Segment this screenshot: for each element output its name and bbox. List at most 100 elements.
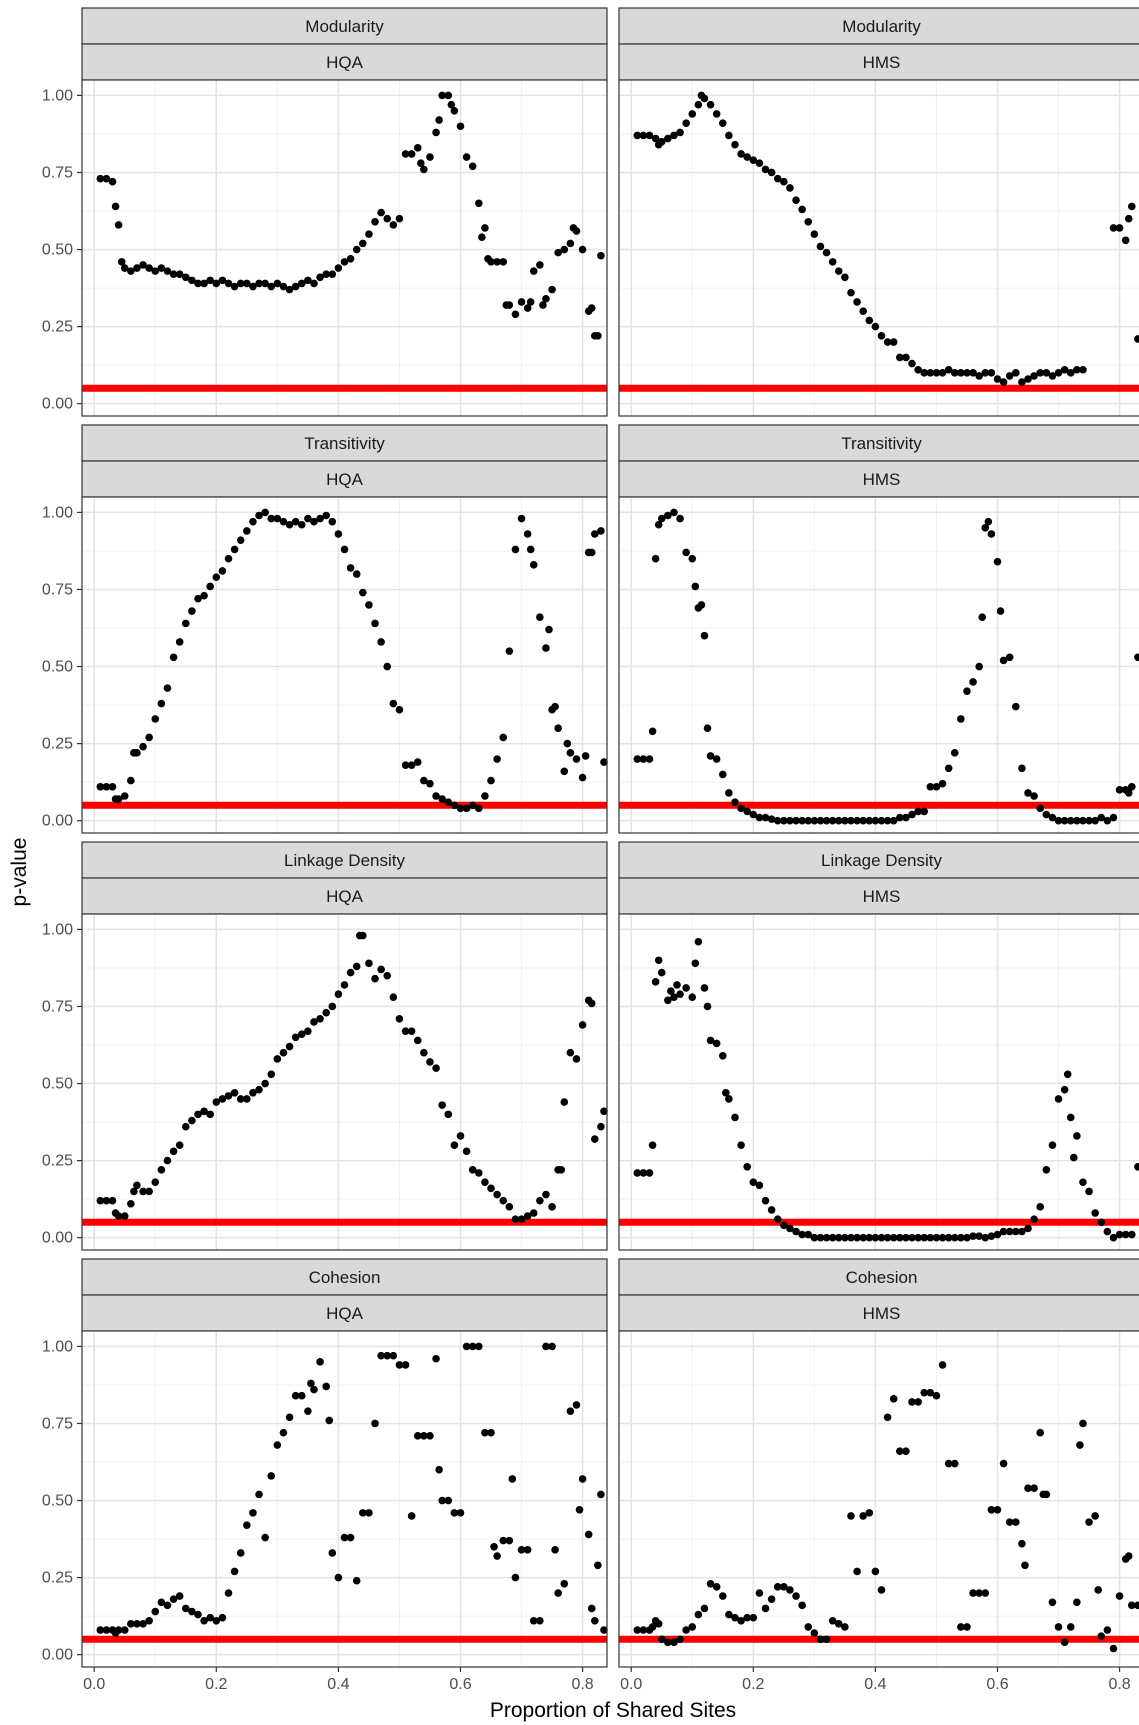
data-point [1060,1638,1069,1647]
data-point [542,1342,550,1351]
data-point [761,165,770,174]
data-point [792,196,800,205]
y-tick-label: 1.00 [42,87,73,104]
data-point [572,227,581,235]
data-point [889,1233,898,1242]
data-point [987,1232,996,1240]
data-point [847,288,855,297]
data-point [462,804,471,813]
data-point [1021,1561,1029,1570]
data-point [877,816,886,825]
data-point [554,248,562,257]
data-point [938,779,947,788]
facet-panel: Linkage Density HQA 0.00 0.25 0.50 0.75 1.00 [42,841,608,1251]
data-point [478,233,486,242]
data-point [224,279,233,288]
data-point [481,1428,489,1437]
panel-border [618,496,1139,834]
x-tick-label: 0.6 [986,1676,1008,1693]
facet-strip-label: HQA [326,1304,364,1323]
data-point [554,1589,562,1597]
data-point [834,816,843,825]
data-point [841,816,849,825]
data-point [587,548,596,557]
data-point [340,981,349,989]
data-point [1030,372,1038,380]
data-point [1048,1598,1057,1607]
data-point [560,1098,569,1106]
data-point [780,816,788,825]
data-point [664,511,672,520]
data-point [493,258,501,266]
data-point [517,514,526,523]
data-point [322,1382,330,1391]
data-point [523,304,532,312]
data-point [1097,1632,1106,1640]
data-point [889,1395,898,1403]
facet-strip-label: Transitivity [841,434,922,453]
data-point [352,962,361,971]
data-point [996,607,1005,615]
data-point [908,1233,916,1242]
data-point [902,1447,910,1456]
facet-strip-label: Modularity [842,17,921,36]
data-point [731,140,739,149]
data-point [670,993,678,1002]
data-point [130,1187,138,1196]
data-point [1124,214,1133,223]
data-point [1066,816,1075,825]
data-point [847,1512,855,1520]
data-point [993,557,1002,566]
data-point [435,116,443,124]
data-point [505,1203,514,1211]
data-point [664,1638,672,1647]
data-point [969,678,977,686]
data-point [426,779,434,788]
data-point [755,813,764,822]
data-point [859,1233,867,1242]
data-point [273,514,282,523]
data-point [249,282,257,291]
data-point [1005,653,1014,662]
facet-strip-label: HQA [326,887,364,906]
data-point [133,749,141,757]
data-point [1085,1187,1093,1196]
data-point [691,959,700,968]
facet-strip-label: HQA [326,470,364,489]
data-point [1063,1070,1072,1079]
data-point [700,94,709,103]
data-point [694,937,703,946]
data-point [120,264,129,272]
data-point [413,144,422,152]
data-point [581,752,590,760]
data-point [926,369,935,377]
data-point [481,1178,489,1186]
data-point [920,1388,929,1397]
data-point [1005,372,1014,380]
data-point [938,369,947,377]
data-point [810,1233,819,1242]
panel-border [81,496,608,834]
facet-strip [618,877,1139,915]
data-point [511,310,520,319]
data-point [285,520,294,529]
panel-border [81,913,608,1251]
data-point [978,613,987,622]
data-point [600,1107,608,1116]
data-point [490,1542,498,1551]
data-point [389,993,398,1002]
data-point [828,816,837,825]
data-point [151,1178,160,1186]
data-point [816,1233,825,1242]
data-point [249,517,257,526]
data-point [932,369,941,377]
data-point [432,792,440,800]
data-point [139,742,147,751]
data-point [175,638,184,646]
data-point [1005,1518,1014,1526]
data-point [1079,365,1087,374]
facet-strip-label: Linkage Density [821,851,942,870]
data-point [657,1635,666,1644]
data-point [810,816,819,825]
data-point [194,1110,202,1119]
